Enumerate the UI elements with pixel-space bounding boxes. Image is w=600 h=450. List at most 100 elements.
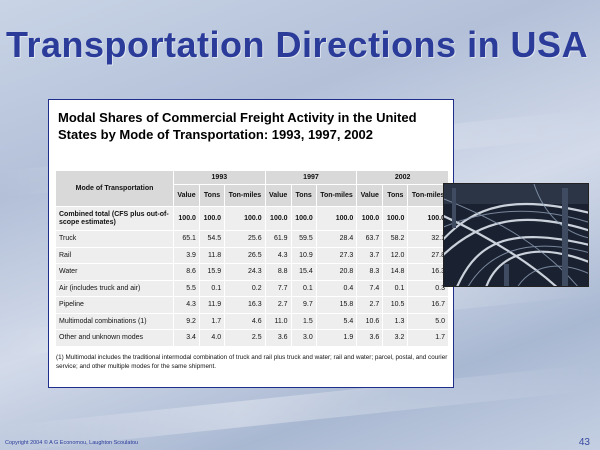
value-cell: 9.2: [173, 312, 200, 330]
subcol-header: Value: [173, 184, 200, 207]
value-cell: 5.0: [407, 312, 449, 330]
slide-title: Transportation Directions in USA: [6, 24, 589, 65]
table-row: Water 8.6 15.9 24.3 8.8 15.4 20.8 8.3 14.8 16.3: [55, 263, 449, 281]
value-cell: 15.4: [290, 263, 317, 281]
mode-label-cell: Pipeline: [55, 296, 174, 314]
value-cell: 1.7: [198, 312, 226, 330]
value-cell: 11.8: [198, 246, 226, 264]
value-cell: 4.6: [224, 312, 266, 330]
value-cell: 1.7: [407, 329, 449, 347]
highway-photo-graphic: [444, 184, 588, 286]
value-cell: 3.0: [290, 329, 317, 347]
value-cell: 1.5: [290, 312, 317, 330]
value-cell: 0.1: [198, 279, 226, 297]
value-cell: 16.3: [224, 296, 266, 314]
value-cell: 25.6: [224, 230, 266, 248]
value-cell: 4.3: [264, 246, 292, 264]
value-cell: 7.7: [264, 279, 292, 297]
value-cell: 11.9: [198, 296, 226, 314]
value-cell: 8.3: [356, 263, 384, 281]
value-cell: 0.2: [224, 279, 266, 297]
value-cell: 28.4: [315, 230, 358, 248]
subcol-header: Value: [264, 184, 292, 207]
copyright-text: Copyright 2004 © A G Economou, Laughton …: [5, 440, 139, 446]
value-cell: 2.7: [264, 296, 292, 314]
table-row: Other and unknown modes 3.4 4.0 2.5 3.6 3.0 1.…: [55, 329, 449, 347]
value-cell: 58.2: [382, 230, 409, 248]
mode-label-cell: Water: [55, 263, 174, 281]
value-cell: 7.4: [356, 279, 384, 297]
value-cell: 26.5: [224, 246, 266, 264]
value-cell: 12.0: [382, 246, 409, 264]
value-cell: 10.9: [290, 246, 317, 264]
mode-label-cell: Multimodal combinations (1): [55, 312, 174, 330]
subcol-header: Ton-miles: [315, 184, 358, 207]
value-cell: 11.0: [264, 312, 292, 330]
value-cell: 3.6: [356, 329, 384, 347]
table-year-header-row: Mode of Transportation 1993 1997 2002: [55, 170, 449, 207]
value-cell: 100.0: [382, 206, 409, 231]
value-cell: 100.0: [173, 206, 200, 231]
mode-label-cell: Rail: [55, 246, 174, 264]
table-row: Rail 3.9 11.8 26.5 4.3 10.9 27.3 3.7 12.0 27.8: [55, 246, 449, 264]
mode-column-header: Mode of Transportation: [55, 170, 174, 207]
value-cell: 63.7: [356, 230, 384, 248]
value-cell: 100.0: [224, 206, 266, 231]
value-cell: 3.9: [173, 246, 200, 264]
mode-label-cell: Truck: [55, 230, 174, 248]
value-cell: 16.7: [407, 296, 449, 314]
table-row: Air (includes truck and air) 5.5 0.1 0.2 7.7…: [55, 279, 449, 297]
value-cell: 20.8: [315, 263, 358, 281]
value-cell: 0.1: [382, 279, 409, 297]
value-cell: 4.0: [198, 329, 226, 347]
value-cell: 3.7: [356, 246, 384, 264]
subcol-header: Ton-miles: [407, 184, 449, 207]
value-cell: 27.3: [315, 246, 358, 264]
value-cell: 100.0: [198, 206, 226, 231]
value-cell: 32.1: [407, 230, 449, 248]
value-cell: 100.0: [407, 206, 449, 231]
value-cell: 54.5: [198, 230, 226, 248]
subcol-header: Tons: [198, 184, 226, 207]
table-row: Truck 65.1 54.5 25.6 61.9 59.5 28.4 63.7 58.2 32.…: [55, 230, 449, 248]
value-cell: 1.3: [382, 312, 409, 330]
mode-label-cell: Combined total (CFS plus out-of-scope es…: [55, 206, 174, 231]
value-cell: 3.2: [382, 329, 409, 347]
value-cell: 59.5: [290, 230, 317, 248]
value-cell: 4.3: [173, 296, 200, 314]
page-number: 43: [578, 437, 590, 448]
value-cell: 24.3: [224, 263, 266, 281]
table-title: Modal Shares of Commercial Freight Activ…: [58, 110, 417, 142]
freight-table: Mode of Transportation 1993 1997 2002 Va…: [55, 170, 449, 347]
subcol-header: Tons: [290, 184, 317, 207]
value-cell: 14.8: [382, 263, 409, 281]
value-cell: 15.9: [198, 263, 226, 281]
value-cell: 3.6: [264, 329, 292, 347]
year-header: 2002: [356, 170, 449, 185]
value-cell: 9.7: [290, 296, 317, 314]
value-cell: 8.6: [173, 263, 200, 281]
subcol-header: Ton-miles: [224, 184, 266, 207]
table-row: Multimodal combinations (1) 9.2 1.7 4.6 11.0…: [55, 312, 449, 330]
table-card: Modal Shares of Commercial Freight Activ…: [48, 99, 454, 388]
highway-interchange-photo: [443, 183, 589, 287]
mode-label-cell: Air (includes truck and air): [55, 279, 174, 297]
value-cell: 100.0: [356, 206, 384, 231]
value-cell: 100.0: [315, 206, 358, 231]
value-cell: 10.5: [382, 296, 409, 314]
value-cell: 1.9: [315, 329, 358, 347]
value-cell: 15.8: [315, 296, 358, 314]
year-header: 1997: [264, 170, 358, 185]
value-cell: 5.5: [173, 279, 200, 297]
value-cell: 2.7: [356, 296, 384, 314]
subcol-header: Value: [356, 184, 384, 207]
value-cell: 3.4: [173, 329, 200, 347]
value-cell: 0.4: [315, 279, 358, 297]
table-row: Combined total (CFS plus out-of-scope es…: [55, 206, 449, 231]
year-header: 1993: [173, 170, 266, 185]
value-cell: 61.9: [264, 230, 292, 248]
subcol-header: Tons: [382, 184, 409, 207]
value-cell: 10.6: [356, 312, 384, 330]
value-cell: 65.1: [173, 230, 200, 248]
value-cell: 100.0: [264, 206, 292, 231]
